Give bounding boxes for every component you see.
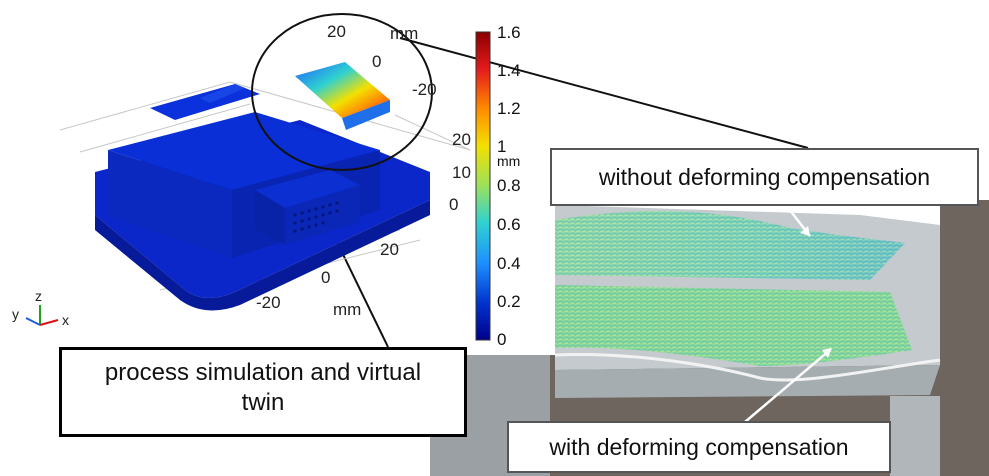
callout-with-compensation: with deforming compensation (507, 421, 891, 473)
colorbar-tick-0.4: 0.4 (497, 254, 521, 274)
callout-without-compensation: without deforming compensation (550, 148, 979, 206)
colorbar-tick-0: 0 (497, 330, 506, 350)
colorbar-tick-0.6: 0.6 (497, 215, 521, 235)
colorbar-tick-1.4: 1.4 (497, 61, 521, 81)
colorbar-tick-1.2: 1.2 (497, 99, 521, 119)
callout-process-line2: twin (62, 388, 464, 418)
colorbar-tick-1.6: 1.6 (497, 23, 521, 43)
colorbar-tick-0.2: 0.2 (497, 292, 521, 312)
colorbar-unit: mm (497, 153, 520, 169)
callout-process-line1: process simulation and virtual (62, 358, 464, 388)
callout-process-simulation: process simulation and virtual twin (59, 347, 467, 437)
colorbar-tick-0.8: 0.8 (497, 176, 521, 196)
